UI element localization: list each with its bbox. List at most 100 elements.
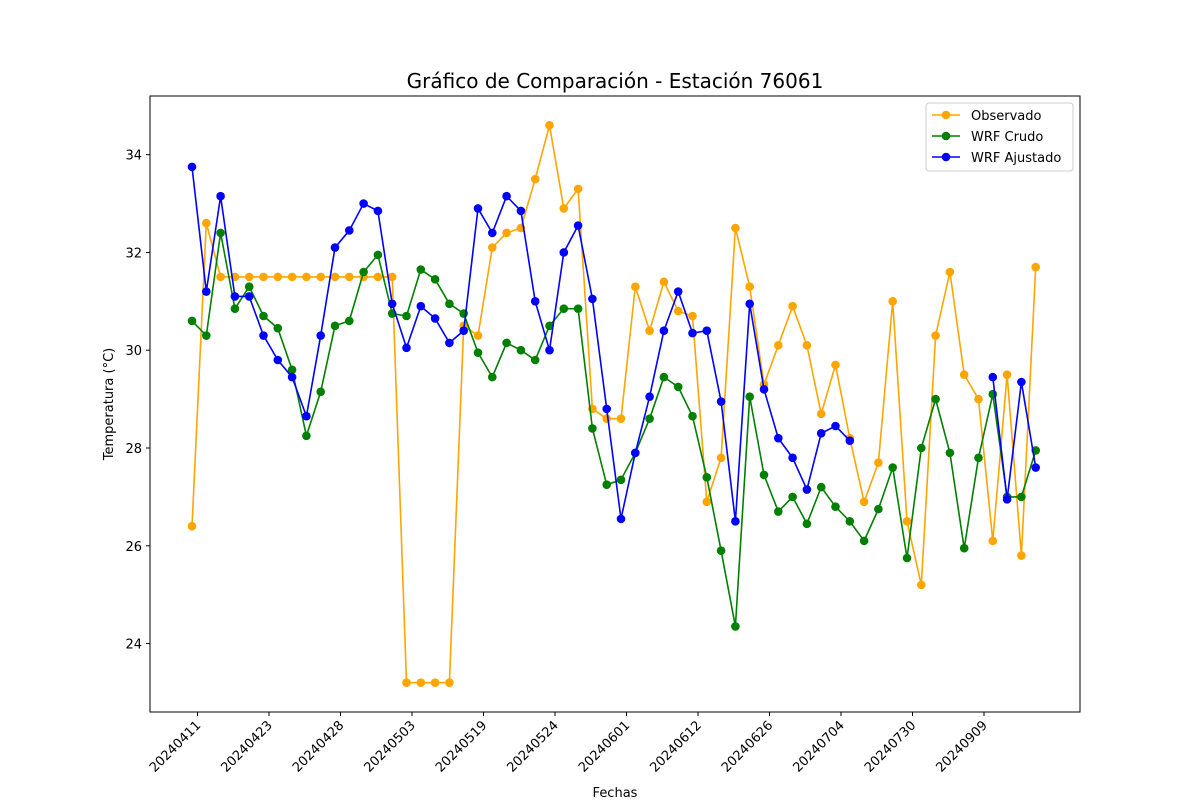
data-point: [530, 355, 540, 365]
data-point: [416, 265, 426, 274]
data-point: [716, 453, 726, 463]
data-point: [559, 204, 569, 213]
chart-title: Gráfico de Comparación - Estación 76061: [407, 69, 824, 93]
data-point: [774, 507, 783, 516]
data-point: [230, 304, 240, 313]
data-point: [445, 299, 454, 309]
x-tick-label: 20240601: [576, 718, 633, 775]
data-point: [302, 411, 311, 421]
data-point: [488, 372, 497, 382]
data-point: [316, 387, 326, 397]
data-point: [831, 360, 840, 370]
data-point: [273, 272, 283, 282]
series-wrf-ajustado: [187, 162, 1040, 526]
data-point: [716, 397, 726, 406]
legend-item: WRF Ajustado: [932, 151, 1061, 166]
legend: Observado WRF Crudo WRF Ajustado: [925, 102, 1074, 172]
data-point: [602, 480, 611, 489]
legend-label: Observado: [971, 109, 1042, 124]
y-tick-label: 32: [125, 246, 142, 261]
x-tick-label: 20240423: [218, 718, 275, 775]
data-point: [244, 292, 254, 301]
data-point: [1031, 463, 1040, 472]
data-point: [845, 436, 855, 445]
data-point: [273, 323, 283, 333]
series-line: [191, 232, 1037, 627]
data-point: [688, 411, 697, 421]
data-point: [716, 546, 726, 555]
data-point: [202, 218, 211, 228]
data-point: [187, 521, 197, 531]
x-tick-label: 20240612: [647, 718, 704, 775]
data-point: [631, 448, 640, 458]
data-point: [774, 433, 783, 443]
data-point: [402, 678, 411, 687]
data-point: [559, 248, 569, 257]
data-point: [616, 475, 626, 485]
data-point: [430, 314, 440, 323]
x-tick-label: 20240428: [290, 718, 347, 775]
data-point: [488, 228, 497, 238]
data-point: [373, 250, 383, 260]
series-layer: [187, 121, 1040, 687]
data-point: [202, 331, 211, 340]
data-point: [259, 311, 268, 321]
series-wrf-crudo: [187, 228, 1040, 631]
data-point: [917, 443, 926, 453]
data-point: [602, 414, 611, 423]
data-point: [430, 275, 440, 284]
legend-item: Observado: [932, 109, 1042, 124]
x-tick-label: 20240503: [361, 718, 418, 775]
data-point: [988, 372, 998, 382]
data-point: [831, 502, 840, 511]
legend-marker: [941, 131, 951, 141]
data-point: [645, 326, 654, 335]
data-point: [759, 470, 769, 480]
data-point: [731, 223, 740, 233]
data-point: [402, 343, 411, 353]
data-point: [588, 294, 597, 304]
data-point: [316, 272, 326, 282]
data-point: [731, 517, 740, 526]
data-point: [445, 678, 454, 687]
data-point: [488, 243, 497, 252]
data-point: [888, 297, 897, 306]
data-point: [988, 536, 998, 546]
data-point: [645, 392, 654, 401]
data-point: [802, 341, 812, 350]
data-point: [602, 404, 611, 414]
data-point: [673, 306, 683, 316]
data-point: [202, 287, 211, 296]
data-point: [402, 311, 411, 321]
data-point: [816, 482, 826, 492]
data-point: [902, 517, 912, 526]
data-point: [216, 272, 225, 282]
data-point: [502, 338, 511, 348]
data-point: [802, 519, 812, 529]
y-axis-label: Temperatura (°C): [102, 348, 117, 461]
data-point: [688, 328, 697, 338]
data-point: [187, 316, 197, 326]
data-point: [931, 331, 940, 340]
legend-label: WRF Crudo: [971, 130, 1043, 145]
data-point: [845, 517, 855, 526]
data-point: [1017, 492, 1026, 502]
data-point: [974, 453, 983, 463]
data-point: [545, 345, 554, 355]
x-axis: 20240411 20240423 20240428 20240503 20240519…: [147, 712, 991, 776]
data-point: [345, 316, 354, 326]
y-axis: 24 26 28 30 32 34: [125, 149, 150, 653]
data-point: [788, 492, 797, 502]
data-point: [745, 282, 754, 291]
data-point: [559, 304, 569, 313]
data-point: [387, 272, 397, 282]
data-point: [416, 678, 426, 687]
data-point: [244, 272, 254, 282]
data-point: [273, 355, 283, 365]
data-point: [259, 331, 268, 340]
data-point: [287, 272, 297, 282]
data-point: [859, 497, 869, 507]
data-point: [330, 272, 340, 282]
data-point: [702, 473, 712, 482]
